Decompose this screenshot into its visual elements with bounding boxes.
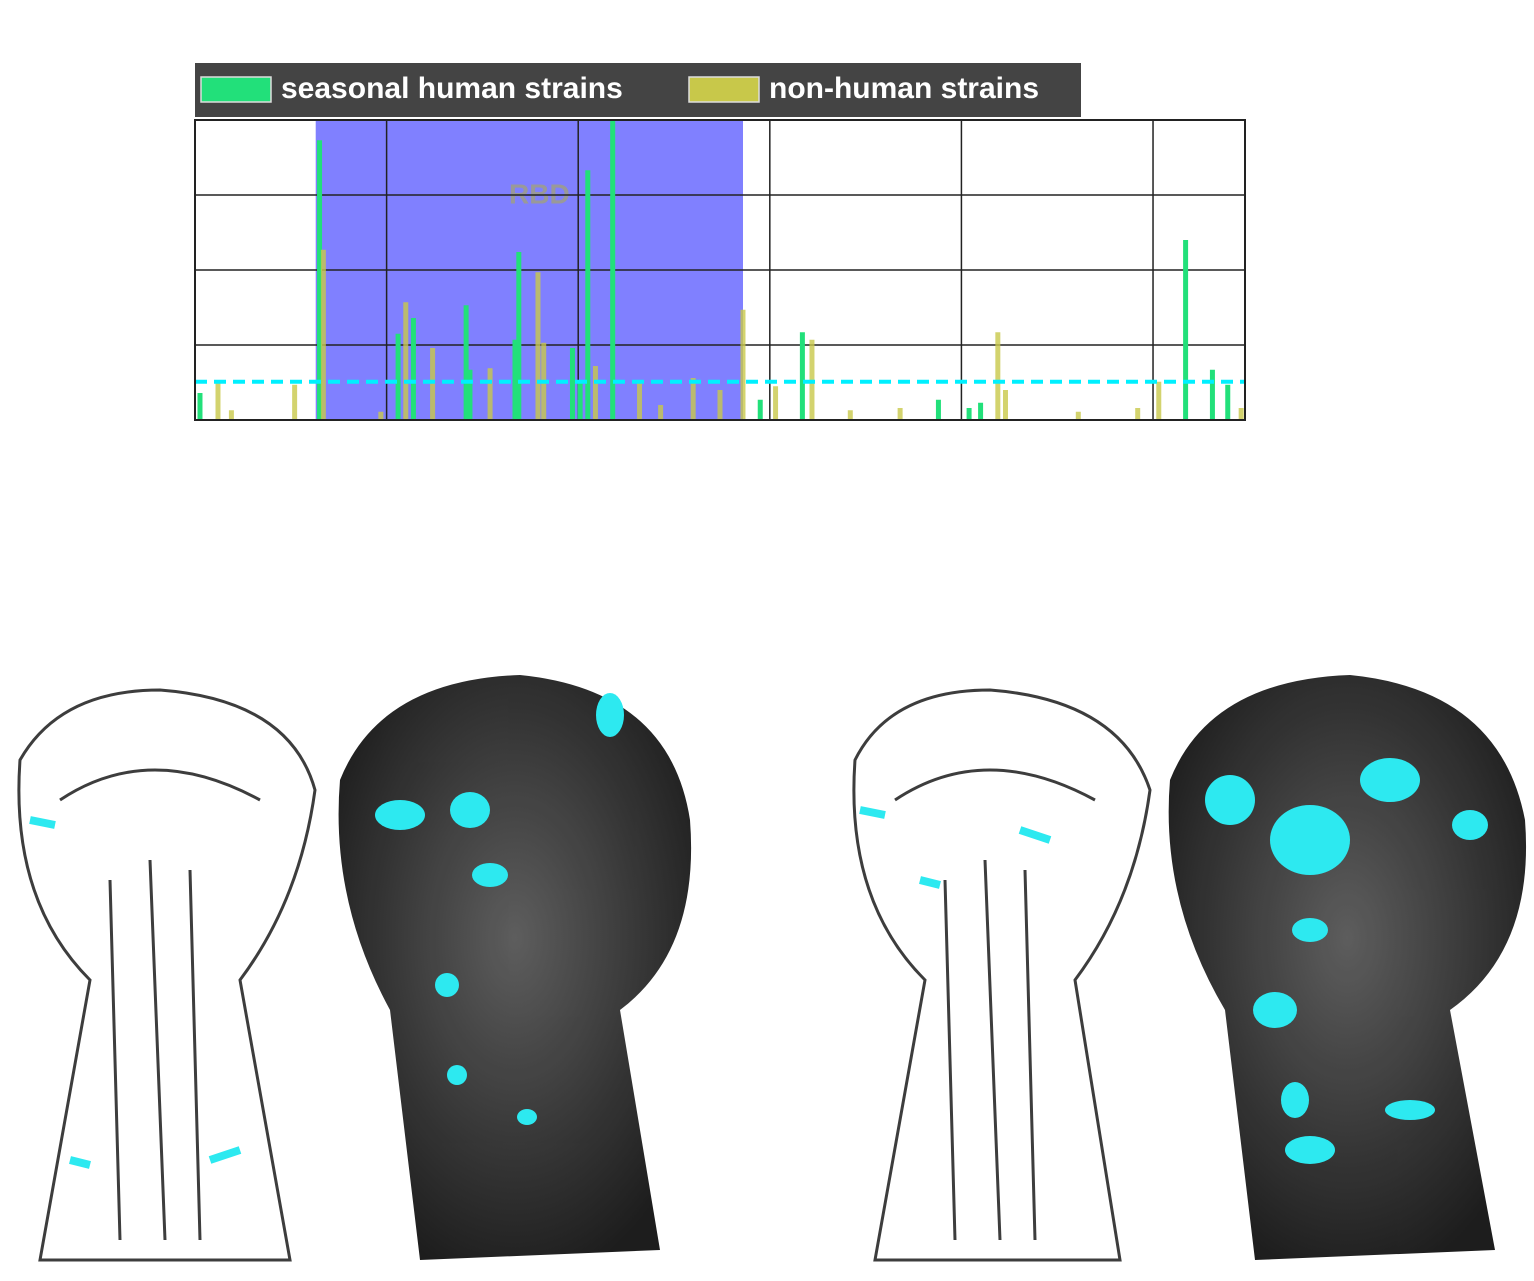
bar [978,402,984,420]
bar [410,318,416,420]
bar [512,339,518,420]
bar [610,120,616,420]
bar [690,378,696,420]
bar [215,383,221,420]
bar [395,333,401,420]
bar [658,405,664,420]
ribbon-left [17,688,317,1262]
bar [569,348,575,420]
bar [577,380,583,420]
bar [197,393,203,420]
bar [966,408,972,420]
bar [1225,384,1231,420]
bar [1002,390,1008,420]
bar [487,368,493,420]
bar [292,384,298,420]
bar [1135,408,1141,420]
bar [1183,240,1189,420]
bar [535,272,541,420]
bar [847,410,853,420]
surface-left [338,675,692,1260]
bar [516,252,522,420]
bar [467,369,473,420]
bar [637,381,643,420]
bar [757,399,763,420]
legend-label: non-human strains [769,72,1039,105]
bar [592,366,598,420]
bar [773,386,779,420]
bar [897,408,903,420]
bar [378,411,384,420]
plot: RBD [194,119,1246,421]
legend-box [195,63,1081,117]
bar [995,332,1001,420]
bar [228,410,234,420]
bar [717,390,723,420]
structure-panels [17,675,1527,1262]
bar [320,249,326,420]
legend: seasonal human strains non-human strains [195,63,1081,117]
bar [799,332,805,420]
ribbon-right [852,688,1152,1262]
surface-right [1168,675,1527,1260]
legend-swatch [200,76,272,103]
bar [1075,411,1081,420]
bar [403,302,409,420]
bar [585,170,591,420]
bar [463,305,469,420]
bar [1238,408,1244,420]
bar [1156,381,1162,420]
bar [317,140,323,420]
legend-label: seasonal human strains [281,72,623,105]
bar [1209,369,1215,420]
bar [430,348,436,420]
legend-swatch [688,76,760,103]
bar [740,309,746,420]
plot-frame [194,119,1246,421]
region-label: RBD [509,178,570,209]
bar [935,399,941,420]
